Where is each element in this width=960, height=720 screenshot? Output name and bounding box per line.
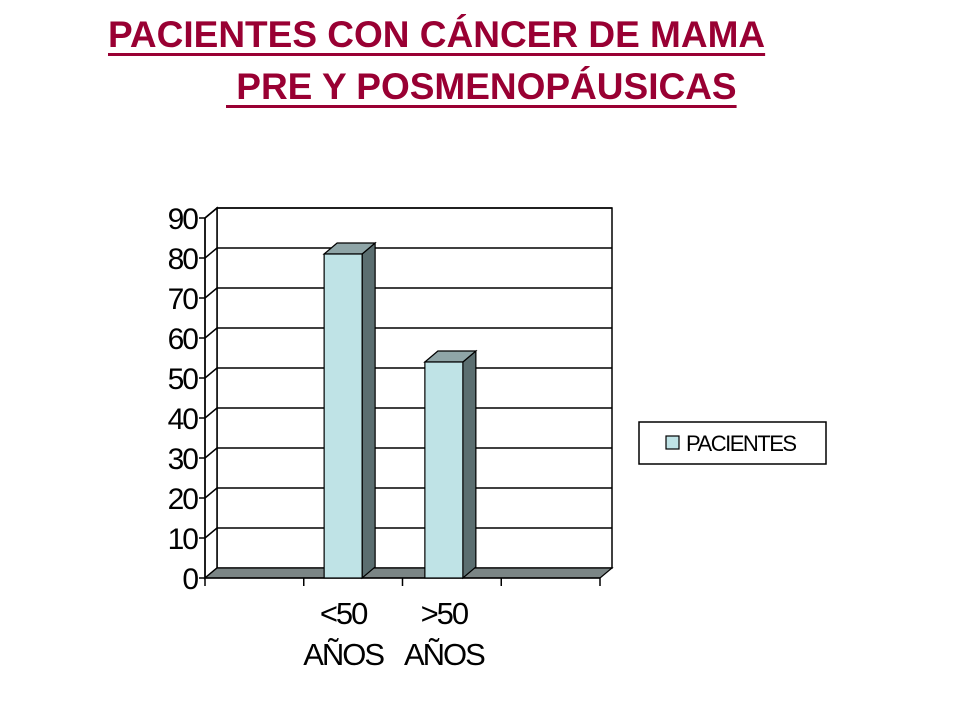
chart-title-line-1: PACIENTES CON CÁNCER DE MAMA — [108, 14, 766, 55]
x-category-label: <50 — [320, 596, 368, 631]
gridline — [204, 327, 612, 339]
y-tick-label: 20 — [168, 483, 199, 516]
bar-side — [462, 349, 477, 580]
bar-over-50 — [423, 349, 478, 580]
x-category-label: >50 — [421, 596, 469, 631]
x-category-label: AÑOS — [404, 637, 485, 672]
gridline — [204, 527, 612, 539]
gridline — [204, 487, 612, 499]
chart-title-line-2: PRE Y POSMENOPÁUSICAS — [226, 66, 737, 107]
y-tick-label: 60 — [168, 323, 199, 356]
gridline — [204, 207, 612, 219]
x-category-label: AÑOS — [303, 637, 384, 672]
chart-floor — [203, 567, 614, 579]
gridline — [204, 287, 612, 299]
gridline — [204, 247, 612, 259]
legend-swatch — [665, 435, 680, 450]
y-tick-label: 90 — [168, 203, 199, 236]
legend: PACIENTES — [638, 421, 827, 465]
bar-under-50 — [322, 241, 377, 580]
y-tick-label: 0 — [182, 563, 198, 596]
chart-back-wall — [216, 207, 613, 569]
bar-side — [361, 241, 376, 580]
gridline — [204, 367, 612, 379]
y-tick-label: 30 — [168, 443, 199, 476]
y-tick-label: 40 — [168, 403, 199, 436]
gridline — [204, 447, 612, 459]
y-tick-label: 70 — [168, 283, 199, 316]
bar-front — [323, 253, 363, 579]
y-tick-label: 80 — [168, 243, 199, 276]
y-tick-label: 50 — [168, 363, 199, 396]
y-tick-label: 10 — [168, 523, 199, 556]
gridline — [204, 407, 612, 419]
chart-side-wall — [204, 206, 218, 580]
bar-front — [424, 361, 464, 579]
legend-label: PACIENTES — [686, 431, 796, 456]
